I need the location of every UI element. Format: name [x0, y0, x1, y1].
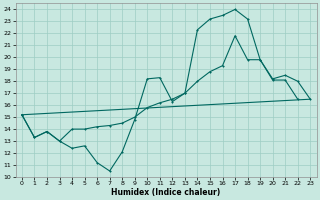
X-axis label: Humidex (Indice chaleur): Humidex (Indice chaleur): [111, 188, 221, 197]
